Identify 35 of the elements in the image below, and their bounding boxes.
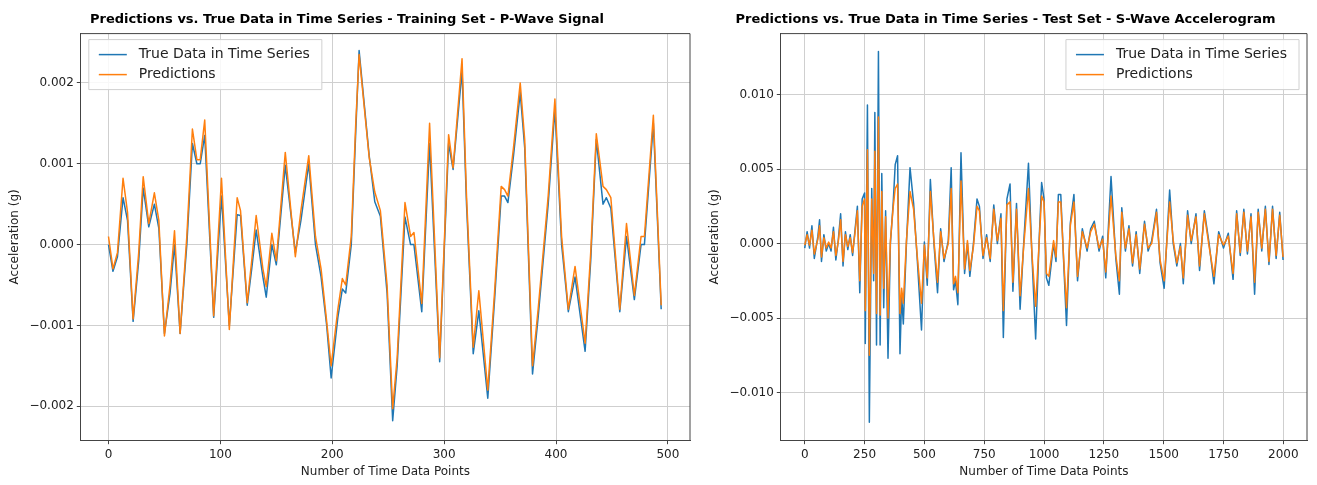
x-tick-label: 2000 [1268,446,1299,461]
y-tick-label: 0.000 [39,236,74,251]
x-tick-label: 1250 [1088,446,1120,461]
x-tick-label: 200 [320,446,344,461]
chart-title: Predictions vs. True Data in Time Series - Training Set - P-Wave Signal [90,11,604,27]
legend-label: True Data in Time Series [1114,45,1287,62]
chart-title: Predictions vs. True Data in Time Series - Test Set - S-Wave Accelerogram [735,11,1276,27]
y-tick-label: −0.002 [29,398,74,413]
legend-label: Predictions [1115,65,1193,82]
x-tick-label: 1750 [1208,446,1239,461]
y-tick-label: 0.000 [739,235,774,250]
x-tick-label: 500 [656,446,680,461]
y-axis-title: Acceleration (g) [7,189,22,285]
y-tick-label: −0.010 [729,384,774,399]
y-axis-title: Acceleration (g) [707,189,722,285]
x-tick-label: 0 [800,446,809,461]
y-tick-label: 0.010 [739,86,774,101]
y-tick-label: 0.001 [39,155,74,170]
x-tick-label: 750 [972,446,996,461]
x-tick-label: 100 [208,446,232,461]
legend-label: Predictions [138,65,216,82]
x-tick-label: 300 [432,446,456,461]
y-tick-label: 0.005 [739,161,774,176]
x-axis-title: Number of Time Data Points [959,463,1129,478]
x-tick-label: 0 [104,446,113,461]
x-tick-label: 400 [544,446,568,461]
y-tick-label: −0.001 [29,317,74,332]
x-axis-title: Number of Time Data Points [300,463,470,478]
x-tick-label: 1000 [1028,446,1060,461]
y-tick-label: −0.005 [729,310,774,325]
x-tick-label: 250 [853,446,877,461]
x-tick-label: 500 [912,446,936,461]
y-tick-label: 0.002 [39,75,74,90]
x-tick-label: 1500 [1148,446,1179,461]
legend-label: True Data in Time Series [137,45,310,62]
